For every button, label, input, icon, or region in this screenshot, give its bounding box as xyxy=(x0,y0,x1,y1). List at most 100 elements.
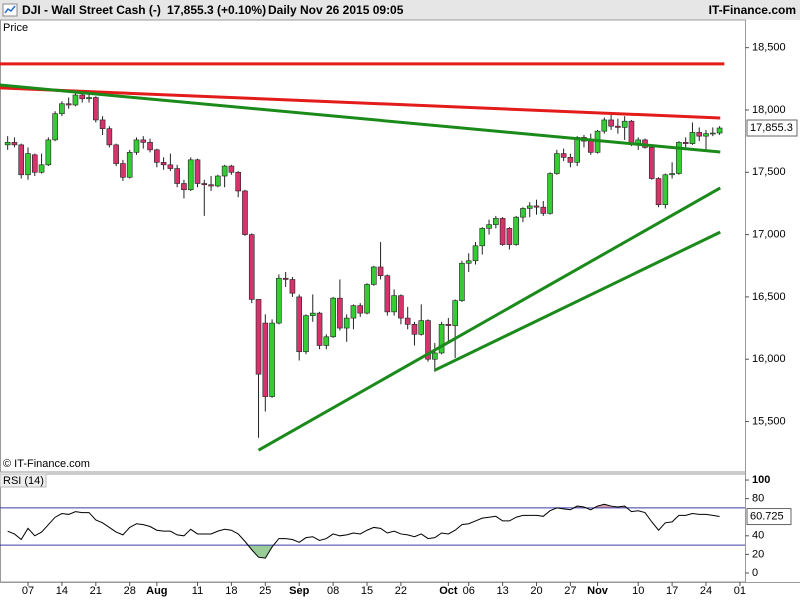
trendline xyxy=(0,86,721,120)
candle-body xyxy=(364,284,370,314)
candle-body xyxy=(398,295,404,319)
candle-body xyxy=(587,140,594,153)
candle-body xyxy=(113,144,119,164)
brand: IT-Finance.com xyxy=(709,3,796,17)
candle-body xyxy=(560,153,567,158)
y-tick-label: 17,500 xyxy=(752,166,786,178)
period: Daily xyxy=(268,3,297,17)
candle-body xyxy=(676,142,682,174)
candle-body xyxy=(513,216,519,245)
candle-body xyxy=(269,322,275,397)
candle-body xyxy=(167,164,174,169)
candle-body xyxy=(716,127,723,134)
x-tick-label: 14 xyxy=(56,585,68,597)
candle-body xyxy=(154,149,160,163)
candle-body xyxy=(452,300,458,326)
x-tick-label: 17 xyxy=(666,585,678,597)
x-tick-label: 07 xyxy=(22,585,34,597)
candle-body xyxy=(350,305,357,319)
panel-label-box xyxy=(0,473,47,488)
candle-body xyxy=(289,279,296,294)
candle-body xyxy=(255,299,262,375)
y-tick-label: 20 xyxy=(752,548,764,560)
candle-body xyxy=(140,139,147,143)
x-tick-label: 25 xyxy=(259,585,271,597)
candle-body xyxy=(533,205,540,208)
candle-body xyxy=(628,120,635,144)
candle-body xyxy=(316,312,323,346)
candle-body xyxy=(506,228,513,245)
x-tick-label: 10 xyxy=(632,585,644,597)
candle-body xyxy=(703,133,709,137)
candle-body xyxy=(432,352,438,360)
candle-body xyxy=(601,119,608,132)
timestamp: Nov 26 2015 09:05 xyxy=(300,3,404,17)
candle-body xyxy=(493,218,499,225)
candle-body xyxy=(187,159,194,191)
trendline xyxy=(0,83,721,154)
candle-body xyxy=(133,139,140,153)
candle-body xyxy=(194,159,201,184)
candle-body xyxy=(662,174,669,205)
x-tick-label: Oct xyxy=(439,585,458,597)
candle-body xyxy=(404,317,411,325)
candle-body xyxy=(370,266,377,285)
panel-label: Price xyxy=(3,22,28,34)
y-tick-label: 16,000 xyxy=(752,353,786,365)
candle-body xyxy=(18,144,25,176)
candle-body xyxy=(608,119,614,127)
candle-body xyxy=(309,312,316,316)
candle-body xyxy=(72,94,79,106)
candle-body xyxy=(526,205,533,209)
candle-body xyxy=(391,295,397,313)
candle-body xyxy=(567,157,574,163)
y-tick-label: 0 xyxy=(752,567,758,579)
rsi-line xyxy=(7,503,720,559)
candle-body xyxy=(357,305,364,314)
candle-body xyxy=(465,260,472,264)
candle-body xyxy=(337,297,343,329)
candle-body xyxy=(343,317,350,329)
candle-body xyxy=(479,228,486,247)
candle-body xyxy=(106,128,113,146)
x-tick-label: 01 xyxy=(734,585,746,597)
candle-body xyxy=(93,97,99,121)
candle-body xyxy=(303,315,309,353)
candle-body xyxy=(38,164,45,173)
y-tick-label: 18,000 xyxy=(752,104,786,116)
header: DJI - Wall Street Cash (-) 17,855.3 (+0.… xyxy=(0,0,800,20)
x-tick-label: 24 xyxy=(700,585,712,597)
candles xyxy=(4,91,723,438)
candle-body xyxy=(377,266,384,277)
candle-body xyxy=(648,147,655,179)
candle-body xyxy=(221,165,228,177)
candle-body xyxy=(86,97,92,100)
candle-body xyxy=(52,113,58,141)
candle-body xyxy=(520,208,526,218)
candle-body xyxy=(709,132,716,135)
x-tick-label: 15 xyxy=(361,585,373,597)
x-tick-label: Nov xyxy=(587,585,609,597)
candle-body xyxy=(4,142,11,146)
candle-body xyxy=(540,206,547,214)
candle-body xyxy=(276,277,282,324)
candle-body xyxy=(99,119,106,129)
candle-body xyxy=(655,178,662,205)
x-tick-label: 06 xyxy=(463,585,475,597)
x-tick-label: 20 xyxy=(530,585,542,597)
y-tick-label: 18,500 xyxy=(752,42,786,54)
last-value-label: 17,855.3 xyxy=(750,122,793,134)
y-tick-label: 100 xyxy=(752,474,770,486)
candle-body xyxy=(689,132,696,144)
candle-body xyxy=(445,324,452,326)
candle-body xyxy=(248,234,255,300)
candle-body xyxy=(574,137,580,163)
candle-body xyxy=(696,132,703,137)
last-value-box xyxy=(746,119,798,137)
candle-body xyxy=(65,103,72,106)
candle-body xyxy=(181,183,187,191)
x-tick-label: 22 xyxy=(395,585,407,597)
candle-body xyxy=(45,139,52,166)
x-tick-label: Aug xyxy=(146,585,167,597)
y-tick-label: 15,500 xyxy=(752,415,786,427)
